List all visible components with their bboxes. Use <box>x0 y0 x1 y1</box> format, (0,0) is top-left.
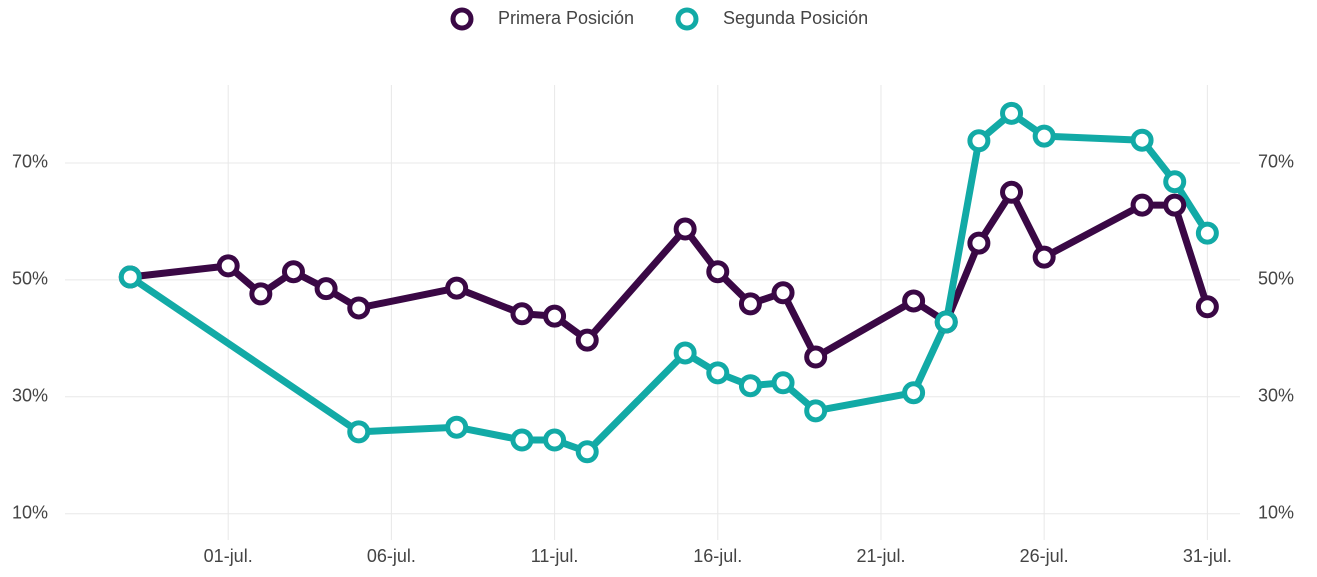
y-tick-label: 30% <box>12 386 48 406</box>
point <box>1163 193 1187 217</box>
point <box>445 415 469 439</box>
point <box>347 296 371 320</box>
point <box>673 217 697 241</box>
point <box>249 282 273 306</box>
point <box>967 231 991 255</box>
y-tick-label: 10% <box>12 502 48 522</box>
point <box>510 428 534 452</box>
x-tick-label: 11-jul. <box>531 546 579 566</box>
point <box>738 292 762 316</box>
point <box>771 281 795 305</box>
point <box>1130 128 1154 152</box>
point <box>738 374 762 398</box>
point <box>1163 170 1187 194</box>
point <box>575 328 599 352</box>
y2-tick-label: 70% <box>1258 152 1294 172</box>
point <box>1032 245 1056 269</box>
point <box>1195 295 1219 319</box>
y2-tick-label: 10% <box>1258 502 1294 522</box>
point <box>543 428 567 452</box>
y-tick-label: 50% <box>12 269 48 289</box>
point <box>445 276 469 300</box>
y2-tick-label: 50% <box>1258 269 1294 289</box>
x-tick-label: 16-jul. <box>693 546 742 566</box>
legend-item: Segunda Posición <box>675 7 868 31</box>
point <box>706 361 730 385</box>
point <box>1130 193 1154 217</box>
x-tick-label: 06-jul. <box>367 546 416 566</box>
legend-label: Primera Posición <box>498 8 634 28</box>
point <box>934 310 958 334</box>
point <box>510 302 534 326</box>
point <box>118 265 142 289</box>
point <box>804 399 828 423</box>
point <box>706 260 730 284</box>
point <box>1000 101 1024 125</box>
y2-tick-label: 30% <box>1258 386 1294 406</box>
y-tick-label: 70% <box>12 152 48 172</box>
legend-label: Segunda Posición <box>723 8 868 28</box>
point <box>216 254 240 278</box>
point <box>902 381 926 405</box>
x-tick-label: 21-jul. <box>856 546 905 566</box>
point <box>1195 221 1219 245</box>
legend-marker <box>675 7 699 31</box>
point <box>1000 180 1024 204</box>
point <box>902 289 926 313</box>
point <box>281 260 305 284</box>
point <box>347 420 371 444</box>
x-tick-label: 31-jul. <box>1183 546 1232 566</box>
point <box>575 440 599 464</box>
point <box>804 345 828 369</box>
legend-item: Primera Posición <box>450 7 634 31</box>
legend-marker <box>450 7 474 31</box>
x-tick-label: 26-jul. <box>1020 546 1069 566</box>
point <box>1032 124 1056 148</box>
point <box>543 304 567 328</box>
point <box>771 371 795 395</box>
x-tick-label: 01-jul. <box>204 546 253 566</box>
point <box>314 277 338 301</box>
point <box>673 341 697 365</box>
point <box>967 129 991 153</box>
